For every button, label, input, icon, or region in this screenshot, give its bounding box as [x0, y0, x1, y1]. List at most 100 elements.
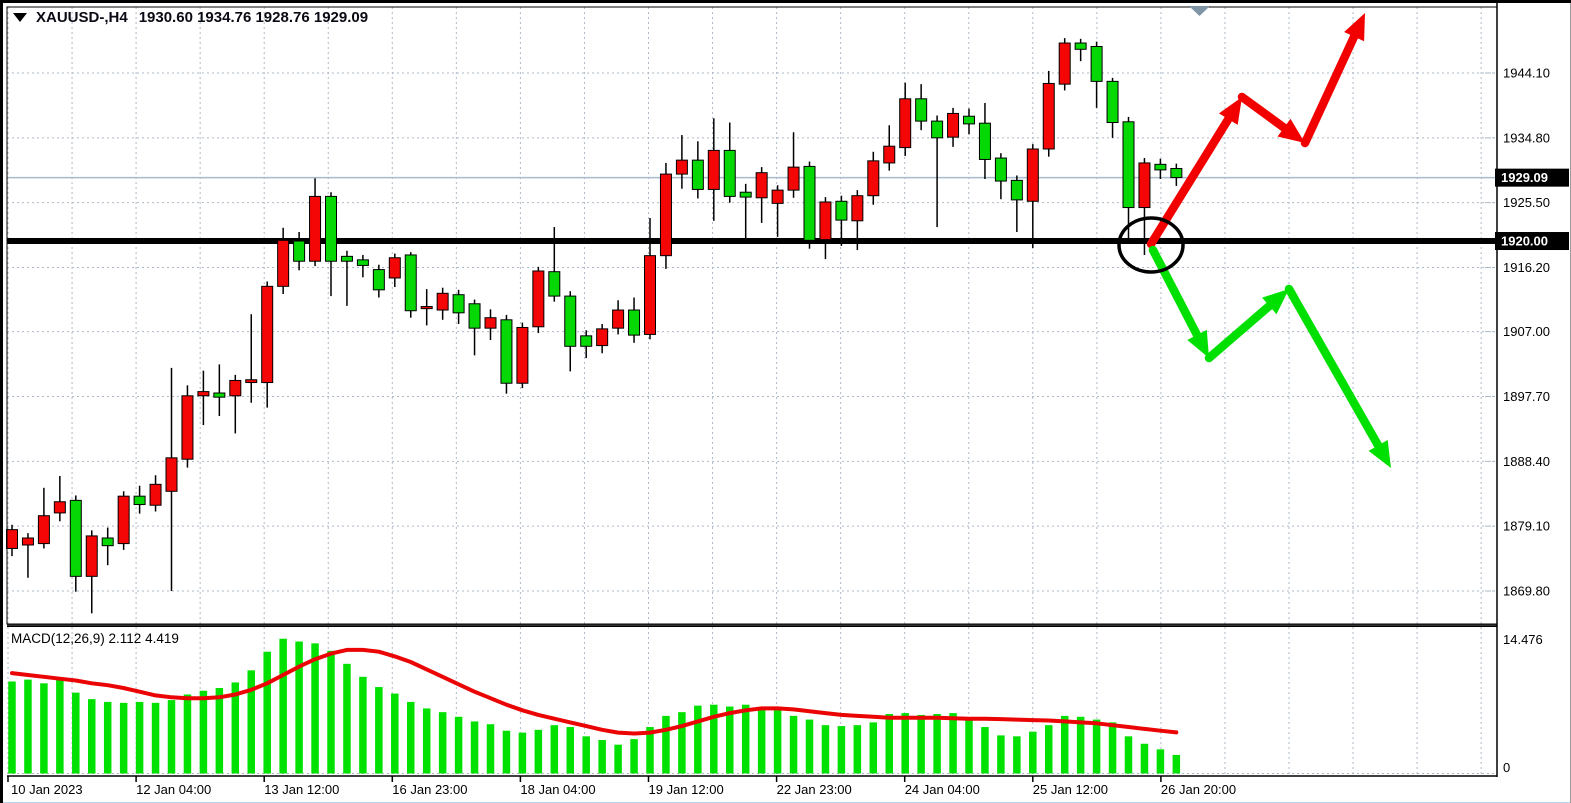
candle-body: [85, 535, 98, 577]
candle-body: [420, 306, 433, 310]
candle-body: [1170, 168, 1183, 179]
candle-body: [532, 270, 545, 328]
macd-histogram-bar: [295, 641, 303, 774]
candle-body: [325, 195, 337, 262]
candle-body: [1138, 162, 1151, 209]
candle-body: [1042, 82, 1055, 150]
candle-body: [787, 166, 800, 191]
time-axis-tick-label: 13 Jan 12:00: [264, 782, 339, 797]
candle-body: [596, 328, 609, 347]
arrow-shaft: [1300, 32, 1359, 148]
macd-histogram-bar: [1156, 749, 1165, 774]
candle-body: [644, 255, 656, 335]
macd-histogram-bar: [805, 719, 814, 774]
candle-body: [675, 159, 688, 175]
macd-histogram-bar: [550, 725, 559, 774]
candle-body: [356, 259, 369, 266]
chart-canvas[interactable]: 1944.10 1934.80 1925.50 1916.20 1907.00 1897.…: [3, 3, 1571, 803]
candle-body: [548, 271, 561, 297]
macd-histogram-bar: [901, 713, 909, 774]
candle-body: [309, 195, 322, 262]
time-axis-tick-label: 22 Jan 23:00: [777, 782, 852, 797]
candle-body: [500, 319, 513, 384]
price-axis-tick-label: 1925.50: [1503, 195, 1550, 210]
candle-body: [245, 379, 258, 384]
candle-body: [580, 335, 593, 347]
macd-histogram-bar: [231, 682, 240, 774]
candle-body: [21, 537, 34, 546]
macd-histogram-bar: [741, 704, 750, 774]
candle-body: [739, 191, 752, 198]
candle-body: [851, 195, 864, 222]
candle-body: [133, 495, 146, 506]
candle-body: [755, 172, 768, 199]
macd-histogram-bar: [422, 708, 431, 774]
macd-histogram-bar: [1029, 731, 1037, 774]
vertical-gridlines: [7, 7, 1482, 776]
macd-histogram-bar: [24, 679, 32, 774]
price-pane-border: [6, 6, 1498, 625]
macd-histogram-bar: [534, 729, 543, 774]
price-gridlines: 1944.10 1934.80 1925.50 1916.20 1907.00 1897.…: [7, 66, 1550, 598]
macd-histogram-bar: [1092, 719, 1101, 774]
candle-body: [1090, 46, 1103, 82]
chart-shift-marker-icon: [1189, 6, 1210, 16]
macd-histogram-bar: [215, 687, 224, 774]
current-price-badge: 1929.09: [1495, 168, 1569, 187]
candle-body: [612, 309, 625, 329]
arrow-head: [1218, 97, 1242, 125]
arrow-head: [1262, 289, 1289, 315]
macd-histogram-bar: [183, 694, 192, 774]
macd-axis-zero-label: 0: [1503, 760, 1510, 775]
macd-pane: 14.476 0: [7, 626, 1543, 777]
bullish-scenario-arrow: [1146, 13, 1365, 249]
macd-histogram-bar: [72, 692, 80, 774]
candle-body: [1106, 80, 1119, 123]
candle-body: [994, 157, 1007, 182]
price-axis-tick-label: 1869.80: [1503, 583, 1550, 598]
price-axis-tick-label: 1879.10: [1503, 519, 1550, 534]
macd-histogram-bar: [773, 706, 782, 774]
macd-histogram-bar: [343, 663, 351, 774]
candle-body: [293, 240, 306, 262]
macd-histogram-bar: [167, 700, 176, 774]
candle-body: [1154, 163, 1167, 171]
candle-body: [53, 501, 66, 514]
candle-body: [883, 145, 896, 164]
macd-histogram-bar: [1172, 754, 1181, 774]
candle-body: [1074, 42, 1087, 50]
candle-body: [277, 239, 290, 287]
candle-body: [691, 159, 704, 190]
macd-histogram-bar: [726, 706, 734, 774]
time-axis-tick-label: 16 Jan 23:00: [392, 782, 467, 797]
candle-body: [436, 292, 449, 311]
macd-indicator-label: MACD(12,26,9) 2.112 4.419: [11, 631, 179, 646]
candle-body: [484, 317, 497, 329]
symbol-dropdown-icon[interactable]: [13, 13, 27, 22]
arrow-shaft: [1204, 301, 1274, 363]
macd-histogram-bar: [1045, 725, 1053, 774]
macd-histogram-bar: [1140, 743, 1149, 774]
macd-histogram-bar: [391, 693, 399, 774]
macd-histogram-bar: [997, 735, 1005, 774]
macd-histogram-bar: [407, 701, 415, 774]
macd-histogram-bar: [646, 727, 654, 774]
macd-histogram-bar: [502, 730, 511, 774]
candle-body: [628, 309, 641, 336]
macd-histogram-bar: [1124, 736, 1133, 774]
svg-text:1920.00: 1920.00: [1501, 234, 1548, 249]
candle-body: [261, 285, 274, 384]
candle-body: [1122, 121, 1135, 209]
macd-histogram-bar: [327, 650, 335, 774]
price-axis-tick-label: 1907.00: [1503, 324, 1550, 339]
candle-body: [165, 457, 178, 492]
macd-histogram-bar: [1060, 715, 1069, 774]
candle-body: [197, 391, 210, 397]
candle-body: [149, 483, 162, 506]
candle-body: [1026, 148, 1039, 202]
candle-body: [564, 295, 577, 347]
candle-body: [915, 98, 928, 122]
arrow-shaft: [1237, 92, 1289, 132]
bearish-scenario-arrow: [1148, 245, 1391, 468]
macd-histogram-bar: [8, 681, 16, 774]
